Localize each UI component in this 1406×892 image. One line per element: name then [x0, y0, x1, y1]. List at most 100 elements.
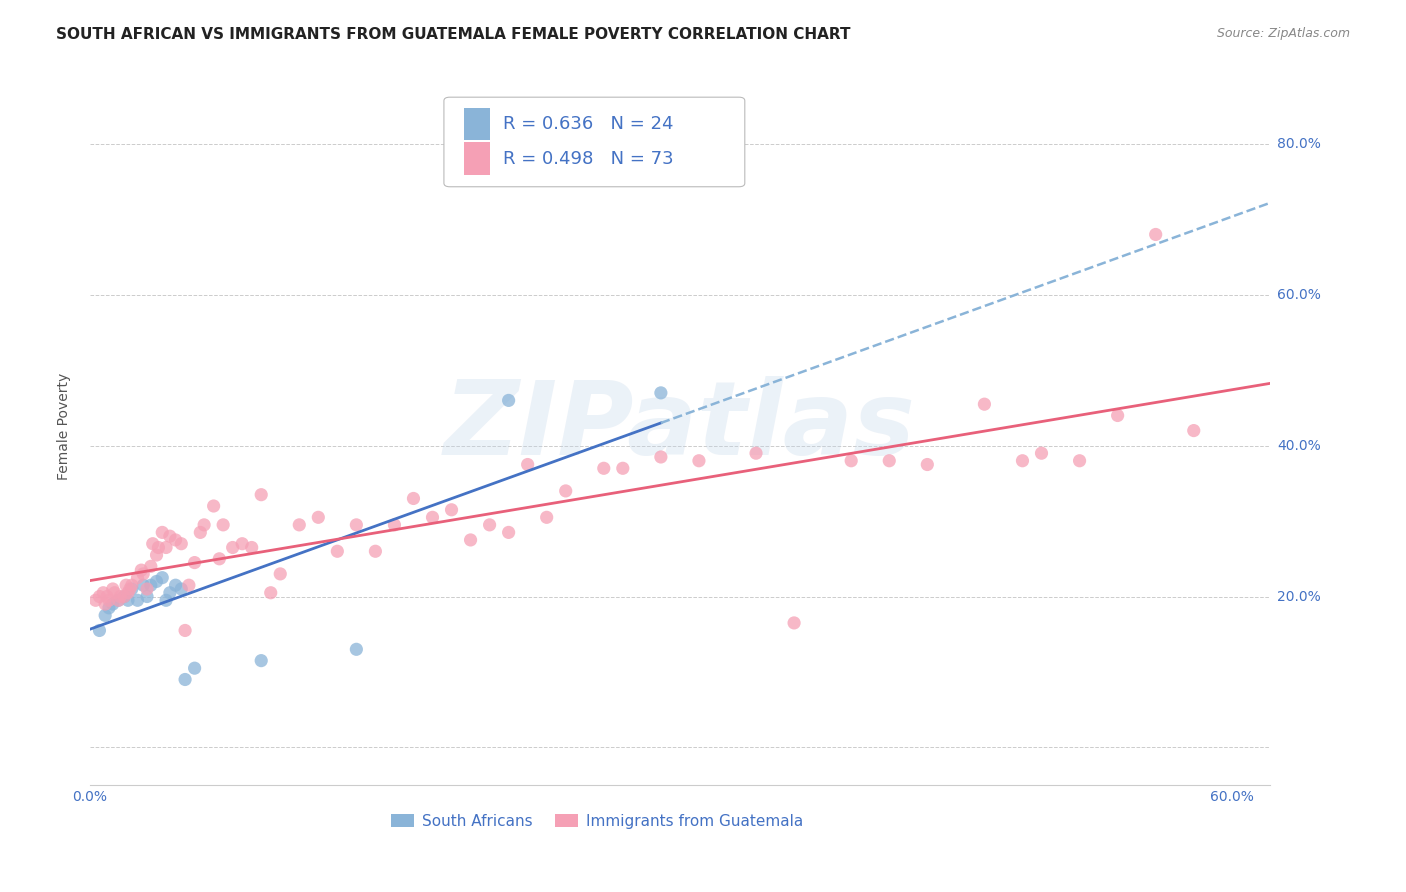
Point — [783, 615, 806, 630]
Legend: South Africans, Immigrants from Guatemala: South Africans, Immigrants from Guatemal… — [385, 807, 810, 835]
Point — [250, 654, 273, 668]
FancyBboxPatch shape — [464, 108, 489, 140]
Point — [89, 624, 111, 638]
Point — [136, 582, 159, 596]
Y-axis label: Female Poverty: Female Poverty — [58, 373, 72, 481]
Point — [115, 578, 138, 592]
Point — [165, 578, 187, 592]
Point — [159, 586, 181, 600]
Point — [132, 578, 155, 592]
Text: 20.0%: 20.0% — [1277, 590, 1320, 604]
Point — [384, 517, 406, 532]
Point — [118, 582, 141, 596]
Point — [145, 574, 167, 589]
Point — [110, 590, 132, 604]
Point — [498, 393, 520, 408]
Point — [745, 446, 768, 460]
Text: R = 0.636   N = 24: R = 0.636 N = 24 — [503, 115, 673, 134]
Point — [612, 461, 634, 475]
Point — [97, 600, 120, 615]
Point — [422, 510, 444, 524]
Point — [127, 571, 149, 585]
Text: R = 0.498   N = 73: R = 0.498 N = 73 — [503, 150, 673, 168]
Point — [148, 541, 170, 555]
Point — [326, 544, 349, 558]
Point — [127, 593, 149, 607]
Point — [150, 525, 173, 540]
Point — [117, 586, 139, 600]
Point — [554, 483, 576, 498]
Point — [240, 541, 263, 555]
Point — [177, 578, 200, 592]
Point — [917, 458, 939, 472]
Point — [1031, 446, 1053, 460]
Point — [688, 454, 710, 468]
Point — [139, 578, 162, 592]
Point — [250, 488, 273, 502]
Point — [104, 586, 127, 600]
Point — [183, 661, 205, 675]
Point — [269, 566, 291, 581]
Point — [155, 541, 177, 555]
Point — [131, 563, 153, 577]
Point — [516, 458, 538, 472]
Point — [536, 510, 558, 524]
Point — [91, 586, 114, 600]
Point — [101, 582, 124, 596]
Point — [440, 502, 463, 516]
Point — [973, 397, 995, 411]
Text: 60.0%: 60.0% — [1277, 288, 1320, 301]
Text: Source: ZipAtlas.com: Source: ZipAtlas.com — [1216, 27, 1350, 40]
Point — [650, 450, 672, 464]
Point — [97, 593, 120, 607]
Point — [344, 517, 367, 532]
Point — [1011, 454, 1033, 468]
Point — [202, 499, 225, 513]
Point — [94, 597, 117, 611]
Point — [498, 525, 520, 540]
Point — [183, 556, 205, 570]
Point — [165, 533, 187, 547]
Point — [101, 597, 124, 611]
Point — [145, 548, 167, 562]
Point — [117, 593, 139, 607]
Point — [174, 673, 197, 687]
Point — [364, 544, 387, 558]
Point — [839, 454, 862, 468]
Point — [150, 571, 173, 585]
Point — [650, 385, 672, 400]
Point — [344, 642, 367, 657]
FancyBboxPatch shape — [444, 97, 745, 186]
Point — [460, 533, 482, 547]
Point — [121, 582, 143, 596]
Point — [188, 525, 211, 540]
Point — [208, 551, 231, 566]
Point — [212, 517, 235, 532]
Point — [231, 537, 253, 551]
Point — [221, 541, 243, 555]
Point — [307, 510, 329, 524]
Point — [170, 582, 193, 596]
Point — [89, 590, 111, 604]
Point — [877, 454, 900, 468]
Point — [132, 566, 155, 581]
Point — [136, 590, 159, 604]
Point — [112, 590, 135, 604]
Point — [155, 593, 177, 607]
Text: ZIPatlas: ZIPatlas — [444, 376, 915, 477]
Point — [402, 491, 425, 506]
Point — [96, 590, 118, 604]
Point — [1069, 454, 1091, 468]
Point — [170, 537, 193, 551]
Point — [1107, 409, 1129, 423]
Point — [94, 608, 117, 623]
Text: SOUTH AFRICAN VS IMMIGRANTS FROM GUATEMALA FEMALE POVERTY CORRELATION CHART: SOUTH AFRICAN VS IMMIGRANTS FROM GUATEMA… — [56, 27, 851, 42]
Point — [174, 624, 197, 638]
Point — [159, 529, 181, 543]
Text: 80.0%: 80.0% — [1277, 137, 1320, 151]
Point — [121, 578, 143, 592]
Point — [478, 517, 501, 532]
Point — [288, 517, 311, 532]
Point — [107, 593, 129, 607]
FancyBboxPatch shape — [464, 143, 489, 175]
